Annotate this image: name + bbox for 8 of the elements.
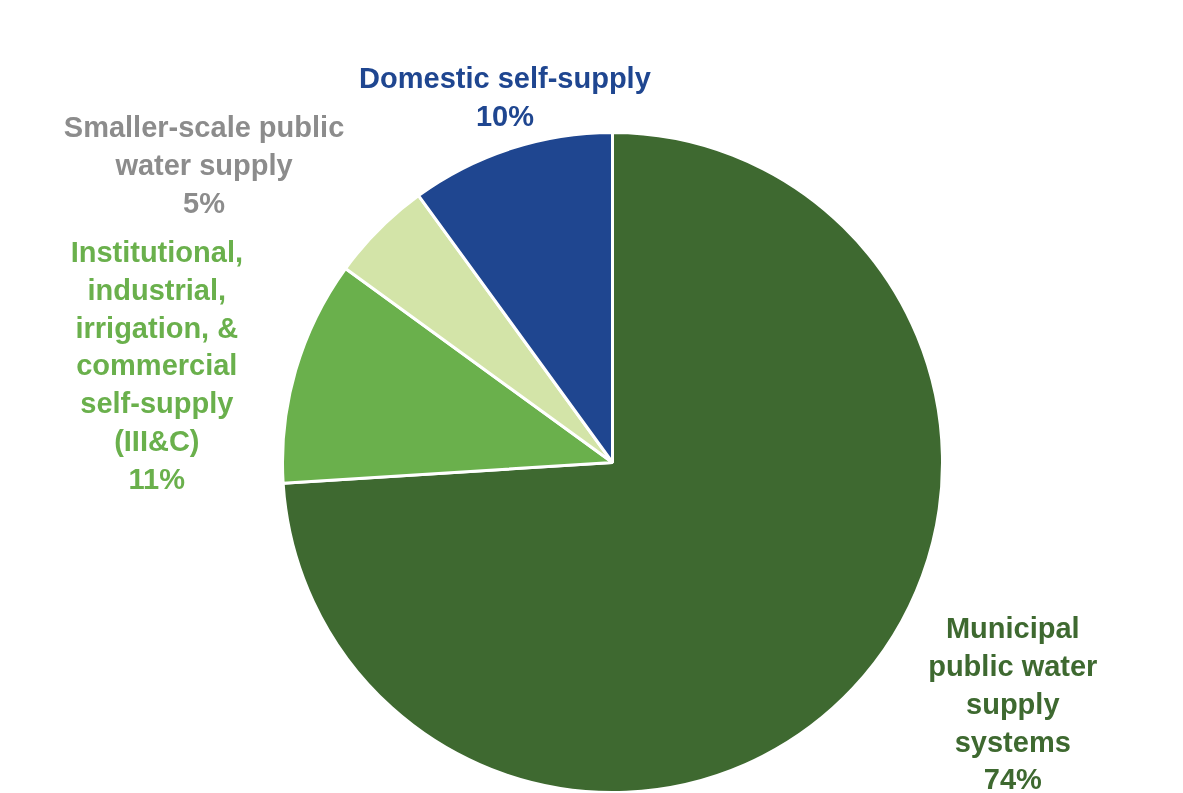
slice-label: Municipal public water supply systems: [928, 612, 1098, 758]
slice-label: Smaller-scale public water supply: [63, 111, 345, 182]
data-label: 5%: [183, 186, 226, 219]
data-label: 11%: [128, 462, 186, 495]
data-label: 10%: [475, 100, 535, 133]
slice-label: Domestic self-supply: [359, 62, 651, 95]
slice-label: Institutional, industrial, irrigation, & commercial self-supply (III&C): [70, 236, 244, 457]
data-label: 74%: [983, 763, 1043, 793]
